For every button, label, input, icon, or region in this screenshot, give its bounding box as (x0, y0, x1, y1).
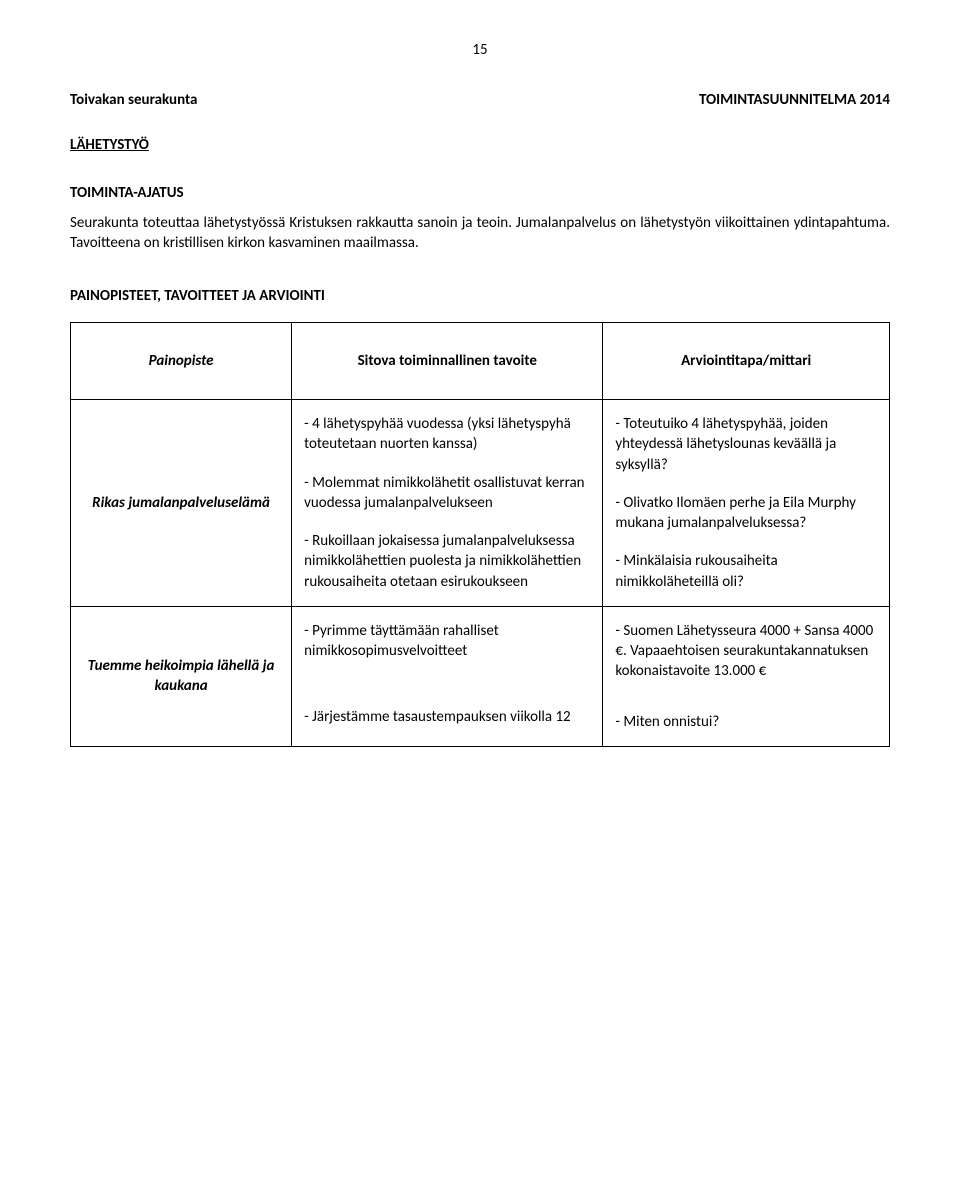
measure-cell: - Toteutuiko 4 lähetyspyhää, joiden yhte… (603, 400, 890, 607)
target-item: - Rukoillaan jokaisessa jumalanpalveluks… (304, 531, 590, 592)
table-row: Tuemme heikoimpia lähellä ja kaukana - P… (71, 606, 890, 746)
intro-paragraph: Seurakunta toteuttaa lähetystyössä Krist… (70, 213, 890, 254)
header-target: Sitova toiminnallinen tavoite (292, 322, 603, 399)
target-cell: - 4 lähetyspyhää vuodessa (yksi lähetysp… (292, 400, 603, 607)
measure-item: - Miten onnistui? (615, 712, 877, 732)
target-item: - Pyrimme täyttämään rahalliset nimikkos… (304, 621, 590, 662)
spacer (615, 700, 877, 712)
focus-cell: Tuemme heikoimpia lähellä ja kaukana (71, 606, 292, 746)
measure-cell: - Suomen Lähetysseura 4000 + Sansa 4000 … (603, 606, 890, 746)
measure-item: - Toteutuiko 4 lähetyspyhää, joiden yhte… (615, 414, 877, 475)
target-cell: - Pyrimme täyttämään rahalliset nimikkos… (292, 606, 603, 746)
target-item: - 4 lähetyspyhää vuodessa (yksi lähetysp… (304, 414, 590, 455)
header-left: Toivakan seurakunta (70, 90, 197, 110)
spacer (304, 679, 590, 707)
header-measure: Arviointitapa/mittari (603, 322, 890, 399)
table-header-row: Painopiste Sitova toiminnallinen tavoite… (71, 322, 890, 399)
section-title: LÄHETYSTYÖ (70, 135, 890, 155)
measure-item: - Minkälaisia rukousaiheita nimikkolähet… (615, 551, 877, 592)
focus-cell: Rikas jumalanpalveluselämä (71, 400, 292, 607)
priorities-table: Painopiste Sitova toiminnallinen tavoite… (70, 322, 890, 747)
page-number: 15 (70, 40, 890, 60)
measure-item: - Olivatko Ilomäen perhe ja Eila Murphy … (615, 493, 877, 534)
section-heading: PAINOPISTEET, TAVOITTEET JA ARVIOINTI (70, 286, 890, 306)
header-focus: Painopiste (71, 322, 292, 399)
header-row: Toivakan seurakunta TOIMINTASUUNNITELMA … (70, 90, 890, 110)
measure-item: - Suomen Lähetysseura 4000 + Sansa 4000 … (615, 621, 877, 682)
target-item: - Molemmat nimikkolähetit osallistuvat k… (304, 473, 590, 514)
subheading: TOIMINTA-AJATUS (70, 183, 890, 203)
header-right: TOIMINTASUUNNITELMA 2014 (699, 90, 890, 110)
table-row: Rikas jumalanpalveluselämä - 4 lähetyspy… (71, 400, 890, 607)
target-item: - Järjestämme tasaustempauksen viikolla … (304, 707, 590, 727)
